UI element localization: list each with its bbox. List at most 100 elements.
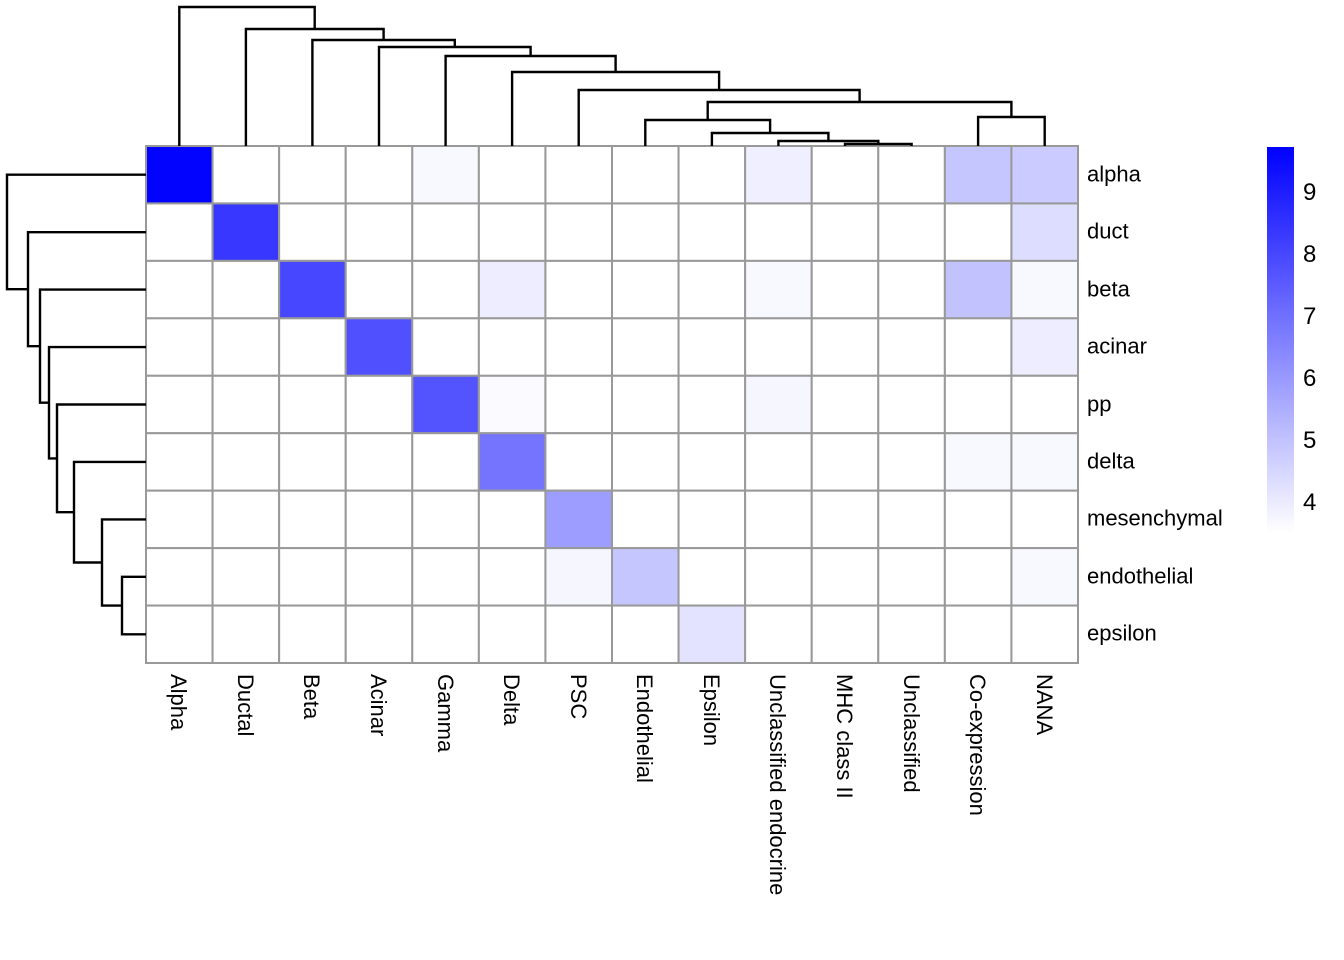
- heatmap-cell: [744, 489, 813, 550]
- dendrogram-branch: [311, 38, 456, 146]
- heatmap-cell: [1010, 547, 1079, 607]
- heatmap-cell: [344, 317, 414, 377]
- heatmap-cell: [943, 259, 1013, 320]
- row-dendrogram: [5, 173, 146, 636]
- heatmap-cell: [744, 432, 813, 492]
- heatmap-cell: [544, 317, 613, 377]
- heatmap-cell: [344, 374, 414, 435]
- heatmap-cell: [145, 489, 214, 550]
- heatmap-cell: [677, 489, 747, 550]
- heatmap-cell: [677, 547, 747, 607]
- heatmap-cell: [544, 145, 613, 205]
- heatmap-cell: [211, 259, 281, 320]
- dendrogram-branch: [72, 460, 146, 564]
- heatmap-cell: [344, 547, 414, 607]
- row-label: endothelial: [1087, 563, 1194, 589]
- heatmap-cell: [877, 604, 946, 664]
- dendrogram-branch: [120, 575, 146, 636]
- column-label: Ductal: [232, 674, 258, 737]
- row-label: pp: [1087, 391, 1112, 417]
- dendrogram-branch: [178, 5, 316, 146]
- legend-tick-label: 9: [1303, 178, 1317, 206]
- dendrogram-branch: [5, 173, 146, 291]
- heatmap-cell: [677, 317, 747, 377]
- heatmap-cell: [145, 259, 214, 320]
- heatmap-cell: [145, 374, 214, 435]
- row-label: epsilon: [1087, 620, 1157, 646]
- dendrogram-branch: [710, 131, 830, 146]
- column-label: Alpha: [166, 674, 192, 731]
- heatmap-cell: [611, 374, 680, 435]
- dendrogram-branch: [377, 45, 532, 146]
- heatmap-cell: [211, 489, 281, 550]
- heatmap-cell: [1010, 317, 1079, 377]
- heatmap-cell: [810, 317, 880, 377]
- heatmap-cell: [1010, 202, 1079, 262]
- heatmap-cell: [411, 489, 480, 550]
- column-label: Acinar: [366, 674, 391, 737]
- heatmap-cell: [477, 432, 547, 492]
- heatmap-cell: [877, 317, 946, 377]
- heatmap-cell: [278, 317, 347, 377]
- heatmap-cell: [877, 489, 946, 550]
- heatmap-cell: [544, 374, 613, 435]
- heatmap-cell: [1010, 432, 1079, 492]
- legend-tick-label: 5: [1303, 427, 1317, 455]
- heatmap-cell: [943, 317, 1013, 377]
- column-label: Co-expression: [965, 674, 991, 816]
- heatmap-cell: [477, 202, 547, 262]
- heatmap-cell: [677, 259, 747, 320]
- heatmap-cell: [477, 259, 547, 320]
- dendrogram-branch: [577, 88, 861, 146]
- heatmap-cell: [145, 317, 214, 377]
- column-label: MHC class II: [832, 674, 857, 799]
- heatmap-cell: [877, 145, 946, 205]
- heatmap-cell: [145, 547, 214, 607]
- column-label: Endothelial: [632, 674, 658, 783]
- heatmap-cell: [544, 432, 613, 492]
- dendrogram-branch: [55, 403, 146, 514]
- heatmap-cell: [411, 145, 480, 205]
- heatmap-cell: [477, 317, 547, 377]
- heatmap-cell: [211, 202, 281, 262]
- heatmap-cell: [611, 259, 680, 320]
- heatmap-cell: [744, 317, 813, 377]
- heatmap-cell: [1010, 374, 1079, 435]
- heatmap-cell: [943, 604, 1013, 664]
- heatmap-cell: [411, 432, 480, 492]
- heatmap-cell: [544, 202, 613, 262]
- heatmap-cells: [145, 145, 1079, 664]
- column-label: Beta: [299, 674, 325, 720]
- legend-tick-label: 6: [1303, 365, 1317, 393]
- column-label: Unclassified: [898, 674, 924, 793]
- heatmap-cell: [544, 604, 613, 664]
- heatmap-cell: [677, 432, 747, 492]
- dendrogram-branch: [444, 54, 617, 146]
- heatmap-cell: [344, 489, 414, 550]
- column-label: PSC: [565, 674, 591, 720]
- heatmap-cell: [411, 547, 480, 607]
- heatmap-cell: [411, 202, 480, 262]
- heatmap-cell: [477, 547, 547, 607]
- dendrogram-branch: [976, 115, 1046, 146]
- heatmap-cell: [744, 145, 813, 205]
- heatmap-cell: [943, 202, 1013, 262]
- heatmap-cell: [278, 489, 347, 550]
- heatmap-cell: [611, 432, 680, 492]
- heatmap-cell: [278, 432, 347, 492]
- row-label: alpha: [1087, 161, 1141, 187]
- heatmap-cell: [810, 202, 880, 262]
- heatmap-cell: [1010, 489, 1079, 550]
- heatmap-cell: [145, 145, 214, 205]
- heatmap-cell: [344, 202, 414, 262]
- heatmap-cell: [877, 259, 946, 320]
- row-label: duct: [1087, 218, 1129, 244]
- heatmap-cell: [943, 432, 1013, 492]
- heatmap-cell: [1010, 145, 1079, 205]
- heatmap-cell: [611, 604, 680, 664]
- heatmap-cell: [145, 202, 214, 262]
- heatmap-cell: [810, 489, 880, 550]
- heatmap-cell: [810, 547, 880, 607]
- heatmap-cell: [677, 604, 747, 664]
